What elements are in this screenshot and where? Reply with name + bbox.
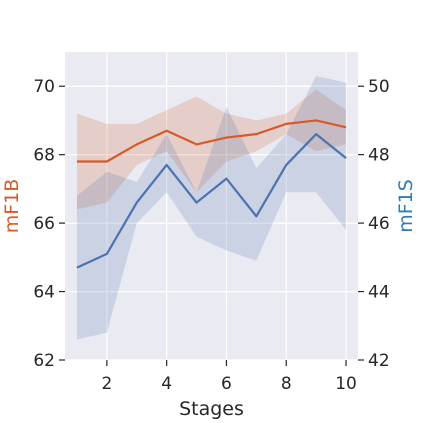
right-y-tick-label-44: 44 bbox=[368, 283, 390, 303]
left-y-tick-label-62: 62 bbox=[33, 351, 55, 371]
x-tick-label-10: 10 bbox=[335, 374, 357, 394]
left-y-tick-label-64: 64 bbox=[33, 283, 55, 303]
left-y-tick-label-68: 68 bbox=[33, 146, 55, 166]
x-ticks: 2 4 6 8 10 bbox=[101, 360, 357, 394]
right-y-tick-label-42: 42 bbox=[368, 351, 390, 371]
series-lines bbox=[76, 119, 347, 269]
x-tick-label-2: 2 bbox=[101, 374, 112, 394]
right-y-tick-label-46: 46 bbox=[368, 214, 390, 234]
left-y-axis-label: mF1B bbox=[1, 179, 23, 234]
right-y-tick-label-48: 48 bbox=[368, 146, 390, 166]
x-tick-label-8: 8 bbox=[281, 374, 292, 394]
band-right bbox=[76, 75, 347, 340]
x-tick-label-6: 6 bbox=[221, 374, 232, 394]
line-right bbox=[76, 133, 347, 269]
left-y-ticks: 62 64 66 68 70 bbox=[33, 77, 65, 371]
line-left bbox=[76, 119, 347, 163]
right-y-ticks: 42 44 46 48 50 bbox=[358, 77, 390, 371]
left-y-tick-label-70: 70 bbox=[33, 77, 55, 97]
x-tick-label-4: 4 bbox=[161, 374, 172, 394]
band-left bbox=[76, 89, 347, 210]
plot-background bbox=[65, 52, 358, 360]
left-y-tick-label-66: 66 bbox=[33, 214, 55, 234]
grid bbox=[65, 52, 358, 361]
confidence-bands bbox=[76, 75, 347, 340]
x-axis-label: Stages bbox=[179, 398, 244, 420]
right-y-tick-label-50: 50 bbox=[368, 77, 390, 97]
right-y-axis-label: mF1S bbox=[395, 179, 417, 233]
